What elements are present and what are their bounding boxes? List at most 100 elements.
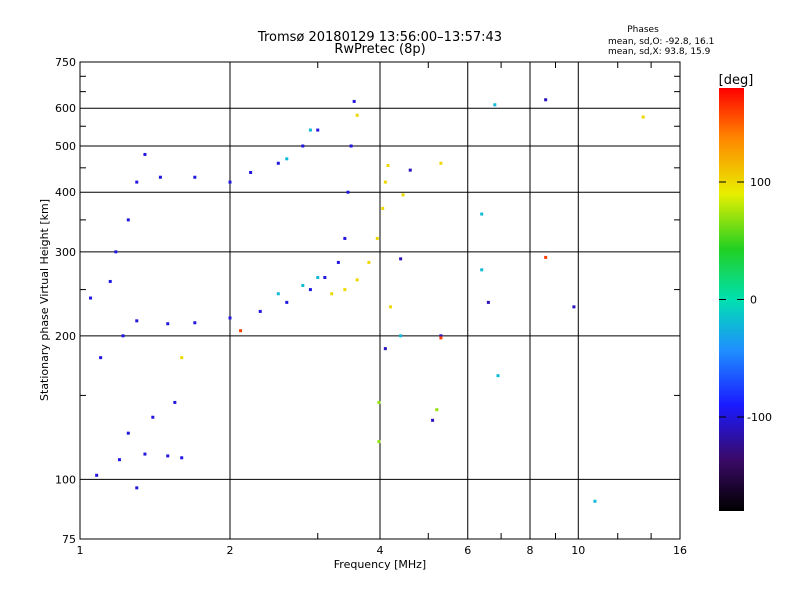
data-point [301, 144, 305, 148]
data-point [95, 473, 99, 477]
data-point [408, 168, 412, 172]
data-point [316, 276, 320, 280]
data-point [308, 128, 312, 132]
data-point [641, 115, 645, 119]
data-point [343, 288, 347, 292]
y-tick-label: 100 [55, 473, 76, 486]
data-point [381, 206, 385, 210]
data-point [389, 305, 393, 309]
data-point [258, 309, 262, 313]
data-point [367, 260, 371, 264]
data-point [117, 458, 121, 462]
y-tick-label: 500 [55, 140, 76, 153]
data-point [544, 98, 548, 102]
grid [80, 62, 680, 539]
data-point [572, 305, 576, 309]
data-point [330, 292, 334, 296]
data-point [355, 113, 359, 117]
x-tick-label: 2 [227, 544, 234, 557]
data-point [249, 170, 253, 174]
data-point [228, 180, 232, 184]
data-point [343, 236, 347, 240]
data-point [493, 103, 497, 107]
data-point [135, 486, 139, 490]
data-point [435, 408, 439, 412]
data-point [135, 319, 139, 323]
data-point [143, 452, 147, 456]
x-axis-label: Frequency [MHz] [334, 558, 426, 571]
data-point [377, 440, 381, 444]
data-point [486, 300, 490, 304]
data-point [180, 356, 184, 360]
stats-o-mode: mean, sd,O: -92.8, 16.1 [608, 37, 714, 47]
chart-title: Tromsø 20180129 13:56:00–13:57:43 [257, 30, 502, 45]
data-point [166, 454, 170, 458]
data-point [108, 279, 112, 283]
data-point [346, 190, 350, 194]
data-point [439, 336, 443, 340]
colorbar-ticks: 100 0 -100 [719, 176, 772, 424]
data-point [121, 334, 125, 338]
x-tick-label: 1 [77, 544, 84, 557]
x-tick-label: 10 [571, 544, 585, 557]
x-tick-label: 16 [673, 544, 687, 557]
data-point [431, 418, 435, 422]
y-tick-label: 75 [62, 533, 76, 546]
data-point [349, 144, 353, 148]
y-axis-label: Stationary phase Virtual Height [km] [38, 199, 51, 401]
y-tick-label: 750 [55, 56, 76, 69]
data-point [386, 164, 390, 168]
data-point [180, 456, 184, 460]
data-points [89, 98, 645, 503]
data-point [399, 257, 403, 261]
data-point [544, 255, 548, 259]
data-point [126, 431, 130, 435]
data-point [399, 334, 403, 338]
data-point [401, 193, 405, 197]
y-tick-label: 600 [55, 102, 76, 115]
y-tick-label: 400 [55, 186, 76, 199]
data-point [593, 499, 597, 503]
colorbar-label: [deg] [719, 73, 754, 88]
data-point [166, 322, 170, 326]
data-point [276, 292, 280, 296]
data-point [173, 400, 177, 404]
data-point [193, 321, 197, 325]
data-point [114, 250, 118, 254]
data-point [99, 356, 103, 360]
x-tick-label: 6 [464, 544, 471, 557]
data-point [480, 268, 484, 272]
data-point [126, 218, 130, 222]
data-point [193, 175, 197, 179]
data-point [323, 276, 327, 280]
data-point [316, 128, 320, 132]
data-point [89, 296, 93, 300]
data-point [276, 161, 280, 165]
data-point [285, 157, 289, 161]
colorbar-tick-label: 100 [750, 176, 771, 189]
stats-x-mode: mean, sd,X: 93.8, 15.9 [608, 47, 711, 57]
data-point [301, 283, 305, 287]
data-point [355, 278, 359, 282]
x-tick-label: 8 [527, 544, 534, 557]
data-point [383, 347, 387, 351]
y-tick-label: 200 [55, 330, 76, 343]
data-point [239, 329, 243, 333]
colorbar-tick-label: -100 [747, 411, 772, 424]
data-point [383, 180, 387, 184]
data-point [352, 99, 356, 103]
data-point [143, 152, 147, 156]
data-point [480, 212, 484, 216]
data-point [377, 400, 381, 404]
data-point [308, 288, 312, 292]
data-point [439, 161, 443, 165]
data-point [336, 260, 340, 264]
data-point [496, 374, 500, 378]
axis-ticks: 1 2 4 6 8 10 16 75 100 200 300 400 500 600 750 [55, 56, 687, 557]
chart-subtitle: RwPretec (8p) [334, 42, 425, 57]
data-point [151, 415, 155, 419]
data-point [285, 300, 289, 304]
stats-heading: Phases [627, 25, 659, 35]
data-point [158, 175, 162, 179]
